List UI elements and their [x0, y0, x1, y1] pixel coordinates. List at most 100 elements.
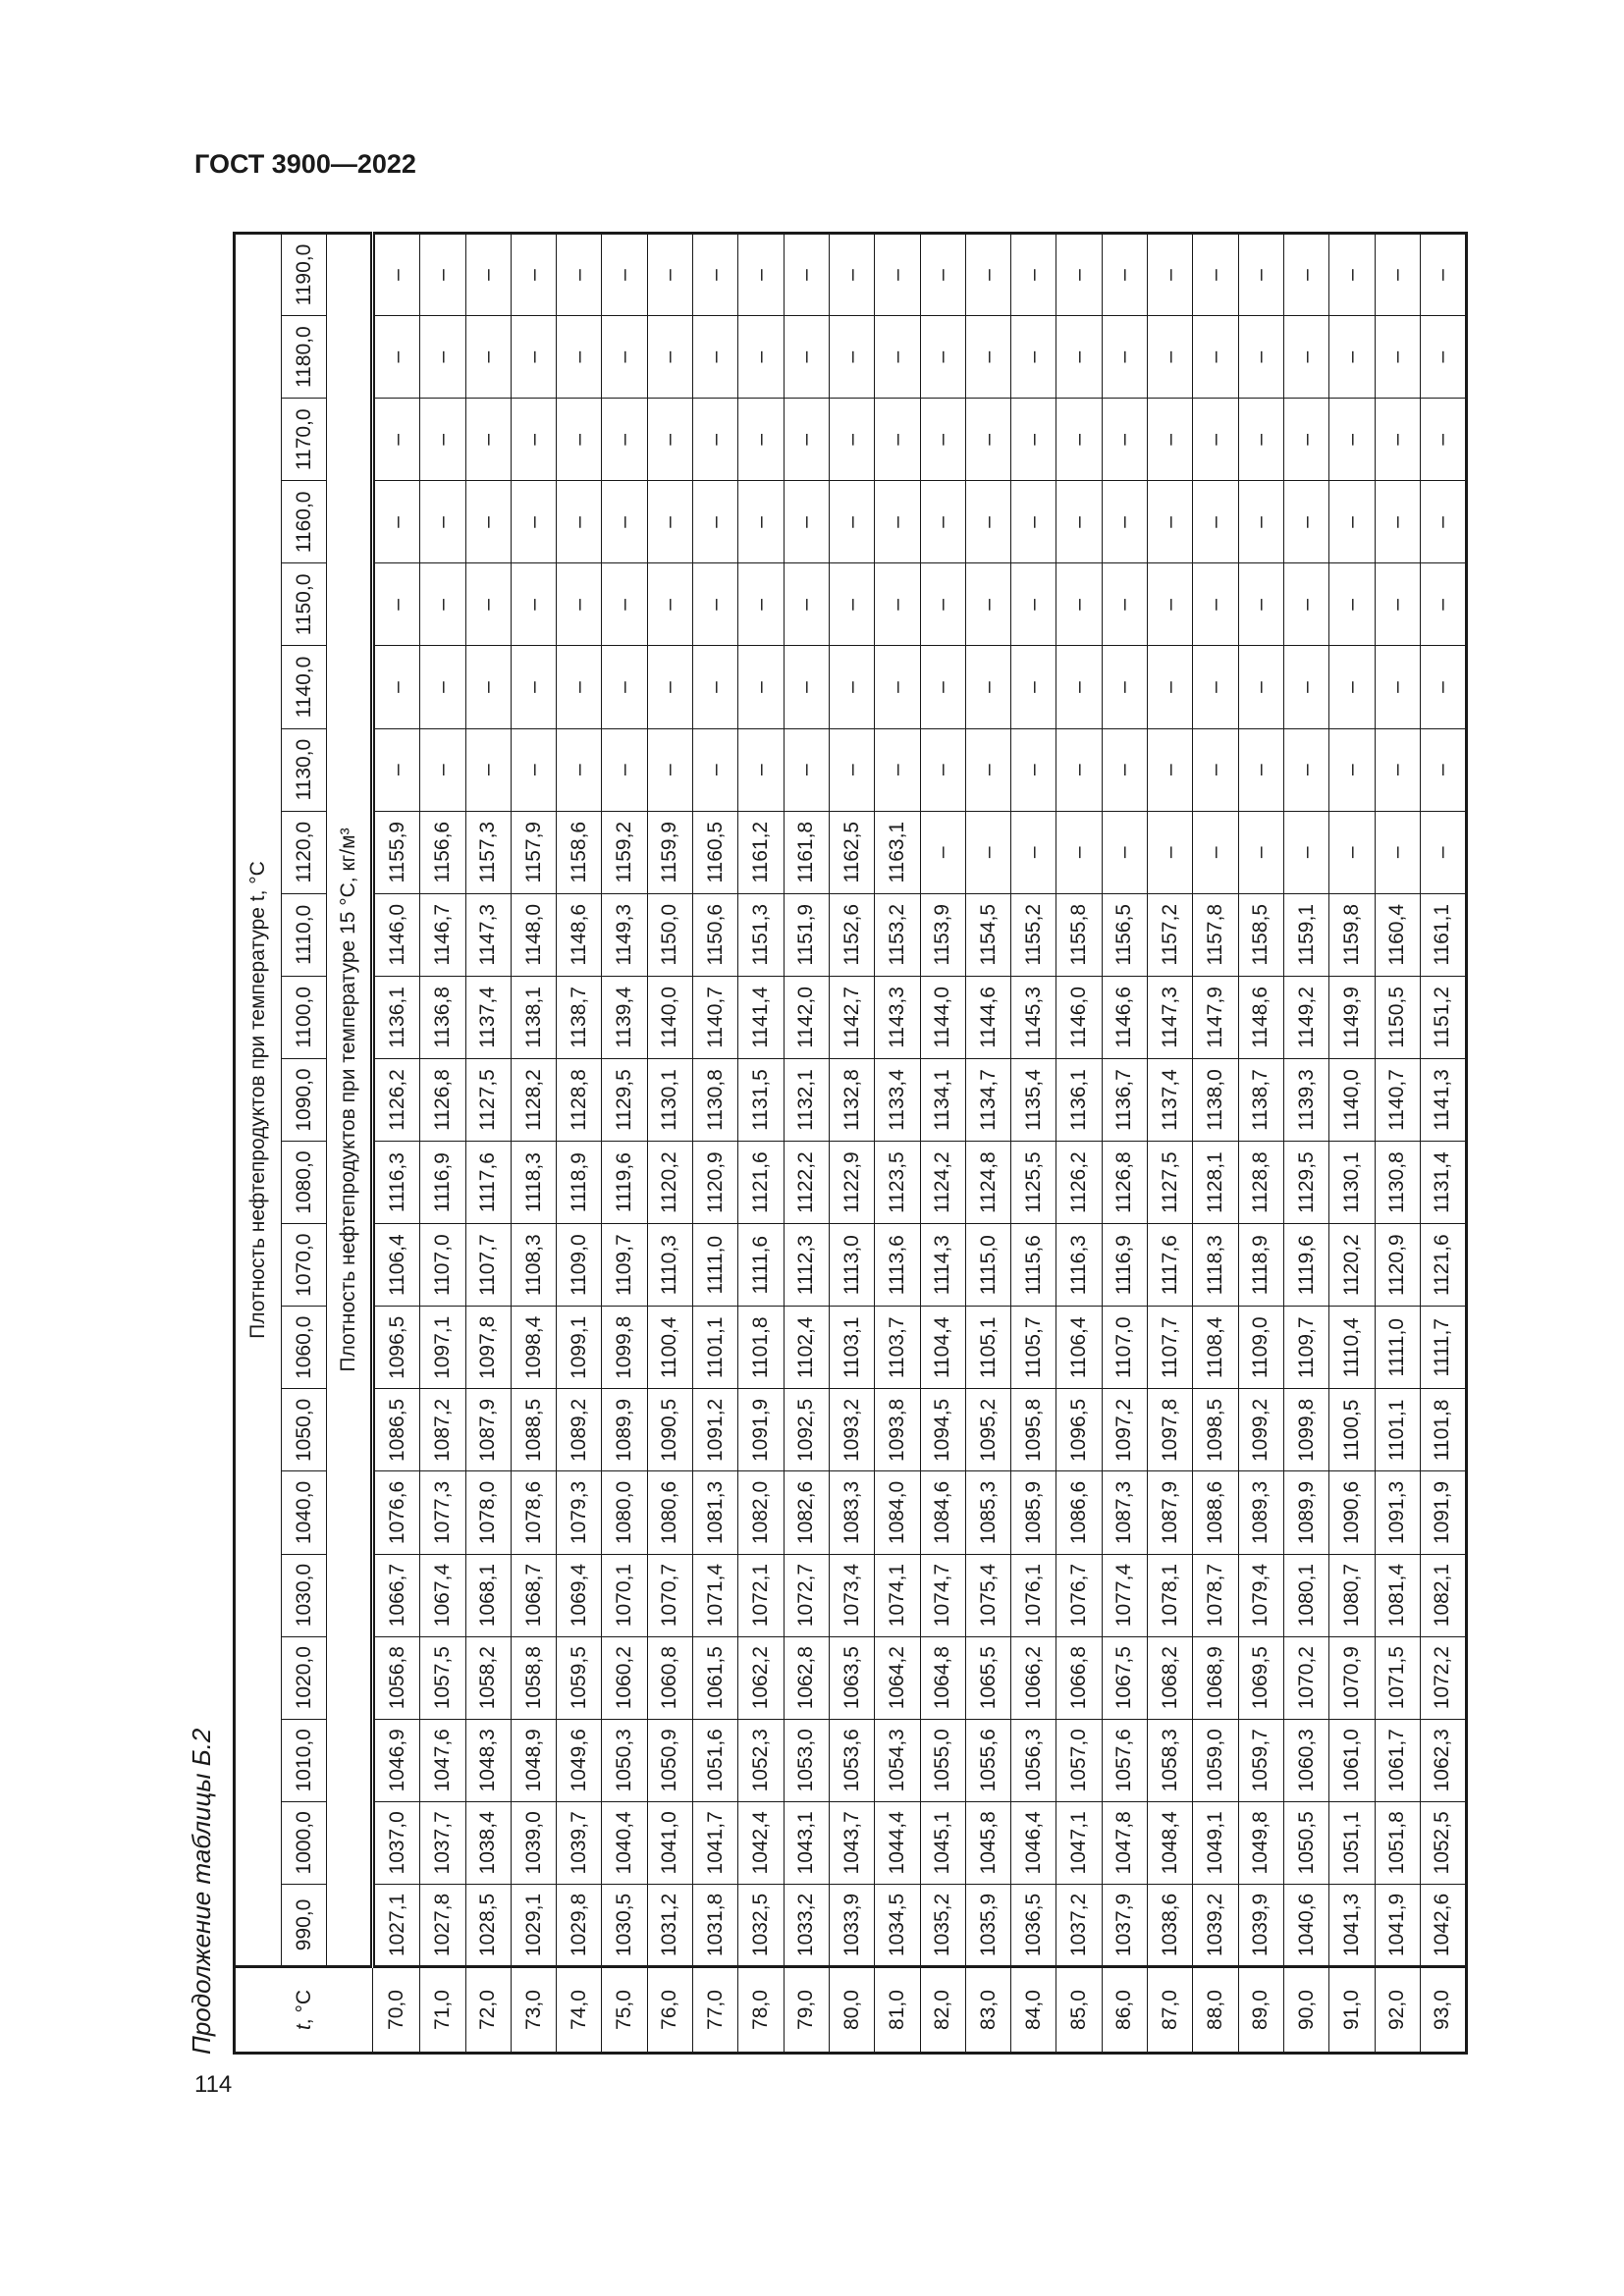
density-cell: 1070,2	[1283, 1636, 1329, 1720]
density-cell: 1108,4	[1192, 1306, 1239, 1389]
density-cell: –	[1010, 811, 1056, 894]
density-cell: 1097,1	[419, 1306, 466, 1389]
density-cell: 1030,5	[601, 1884, 648, 1967]
density-cell: –	[1238, 233, 1284, 316]
density-cell: 1111,0	[692, 1223, 738, 1307]
density-cell: –	[1056, 646, 1103, 729]
density-cell: 1045,1	[920, 1801, 966, 1885]
sub-header: Плотность нефтепродуктов при температуре…	[326, 233, 373, 1967]
density-cell: 1118,3	[511, 1141, 557, 1224]
density-cell: 1051,6	[692, 1719, 738, 1802]
density-cell: 1069,4	[556, 1554, 602, 1637]
t-cell: 89,0	[1238, 1966, 1284, 2054]
density-cell: 1126,2	[372, 1058, 420, 1142]
density-cell: 1134,7	[965, 1058, 1011, 1142]
density-cell: 1054,3	[874, 1719, 921, 1802]
density-cell: 1032,5	[737, 1884, 785, 1967]
density-cell: 1153,2	[874, 893, 921, 977]
density-cell: 1091,2	[692, 1388, 738, 1471]
table-row: 83,0 1035,9 1045,8 1055,6 1065,5 1075,4 1085,3…	[965, 233, 1011, 2054]
density-cell: 1130,8	[692, 1058, 738, 1142]
density-cell: 1121,6	[737, 1141, 785, 1224]
density-cell: 1070,9	[1328, 1636, 1376, 1720]
density-cell: –	[920, 646, 966, 729]
density-cell: 1078,7	[1192, 1554, 1239, 1637]
t-cell: 86,0	[1102, 1966, 1148, 2054]
density-cell: 1144,0	[920, 976, 966, 1059]
density-cell: 1156,6	[419, 811, 466, 894]
density-cell: 1150,0	[647, 893, 693, 977]
density-cell: 1035,9	[965, 1884, 1011, 1967]
density-cell: 1116,3	[1056, 1223, 1103, 1307]
density-cell: 1074,1	[874, 1554, 921, 1637]
density-cell: 1119,6	[601, 1141, 648, 1224]
density-cell: –	[1283, 646, 1329, 729]
density-cell: 1060,2	[601, 1636, 648, 1720]
density-cell: 1094,5	[920, 1388, 966, 1471]
density-cell: –	[1147, 562, 1193, 646]
density-cell: –	[1420, 480, 1467, 563]
density-cell: 1116,9	[1102, 1223, 1148, 1307]
column-header: 1180,0	[281, 315, 327, 399]
table-row: 91,0 1041,3 1051,1 1061,0 1070,9 1080,7 1090,6…	[1328, 233, 1376, 2054]
density-cell: –	[465, 646, 512, 729]
density-cell: 1120,9	[692, 1141, 738, 1224]
density-cell: 1132,8	[829, 1058, 875, 1142]
density-cell: 1098,5	[1192, 1388, 1239, 1471]
density-cell: –	[1375, 728, 1421, 812]
density-cell: –	[1283, 315, 1329, 399]
density-cell: 1157,3	[465, 811, 512, 894]
density-cell: 1101,1	[692, 1306, 738, 1389]
density-cell: 1064,8	[920, 1636, 966, 1720]
density-cell: –	[1056, 233, 1103, 316]
density-cell: 1082,6	[784, 1470, 830, 1555]
density-cell: 1071,4	[692, 1554, 738, 1637]
density-cell: 1049,6	[556, 1719, 602, 1802]
density-cell: 1149,3	[601, 893, 648, 977]
density-cell: 1148,6	[1238, 976, 1284, 1059]
density-cell: –	[372, 728, 420, 812]
density-cell: –	[372, 646, 420, 729]
density-cell: 1156,5	[1102, 893, 1148, 977]
density-cell: 1040,4	[601, 1801, 648, 1885]
density-cell: –	[465, 562, 512, 646]
density-cell: 1093,8	[874, 1388, 921, 1471]
density-cell: –	[1192, 562, 1239, 646]
density-cell: 1136,1	[372, 976, 420, 1059]
density-cell: 1146,0	[1056, 976, 1103, 1059]
density-cell: 1123,5	[874, 1141, 921, 1224]
table-row: 75,0 1030,5 1040,4 1050,3 1060,2 1070,1 1080,0…	[601, 233, 648, 2054]
density-cell: 1103,7	[874, 1306, 921, 1389]
density-cell: –	[965, 480, 1011, 563]
density-cell: –	[874, 398, 921, 481]
density-cell: 1043,1	[784, 1801, 830, 1885]
density-cell: 1106,4	[372, 1223, 420, 1307]
density-cell: 1051,1	[1328, 1801, 1376, 1885]
density-cell: 1089,3	[1238, 1470, 1284, 1555]
density-cell: –	[829, 315, 875, 399]
density-cell: –	[1238, 480, 1284, 563]
density-cell: –	[1375, 646, 1421, 729]
density-cell: 1092,5	[784, 1388, 830, 1471]
density-cell: 1076,7	[1056, 1554, 1103, 1637]
table-row: 73,0 1029,1 1039,0 1048,9 1058,8 1068,7 1078,6…	[511, 233, 557, 2054]
t-cell: 85,0	[1056, 1966, 1103, 2054]
density-cell: 1146,7	[419, 893, 466, 977]
density-cell: 1122,2	[784, 1141, 830, 1224]
density-cell: –	[1420, 233, 1467, 316]
density-cell: –	[647, 728, 693, 812]
density-cell: –	[1192, 728, 1239, 812]
density-cell: –	[419, 728, 466, 812]
density-cell: 1080,7	[1328, 1554, 1376, 1637]
density-cell: –	[1420, 398, 1467, 481]
column-header: 1070,0	[281, 1223, 327, 1307]
density-cell: –	[511, 233, 557, 316]
density-cell: –	[1102, 233, 1148, 316]
density-cell: –	[920, 233, 966, 316]
density-cell: 1027,1	[372, 1884, 420, 1967]
density-cell: –	[737, 480, 785, 563]
density-cell: 1109,0	[1238, 1306, 1284, 1389]
t-cell: 92,0	[1375, 1966, 1421, 2054]
density-cell: –	[784, 562, 830, 646]
density-cell: 1115,0	[965, 1223, 1011, 1307]
